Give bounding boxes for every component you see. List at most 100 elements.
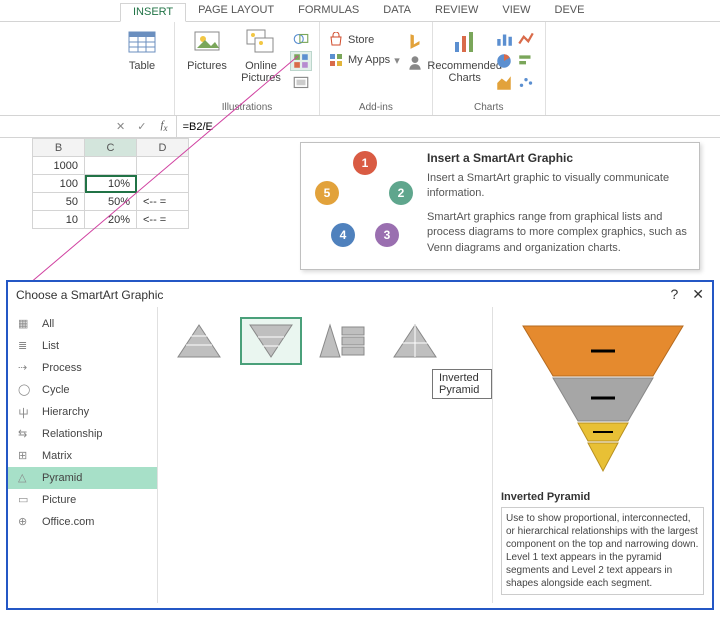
category-relationship[interactable]: ⇆Relationship [8,423,157,445]
pictures-button[interactable]: Pictures [183,26,231,72]
group-illustrations: Pictures Online Pictures Illustrations [175,22,320,115]
formula-input[interactable] [176,116,720,137]
group-tables-label [118,100,166,113]
recommended-charts-button[interactable]: Recommended Charts [441,26,489,84]
line-chart-icon[interactable] [517,30,535,48]
scatter-chart-icon[interactable] [517,74,535,92]
online-pictures-label: Online Pictures [241,60,281,84]
tab-data[interactable]: DATA [371,2,423,21]
category-cycle[interactable]: ◯Cycle [8,379,157,401]
group-tables: Table [110,22,175,115]
col-header[interactable]: B [33,139,85,157]
category-all[interactable]: ▦All [8,313,157,335]
col-header[interactable]: C [85,139,137,157]
ribbon-tabs: INSERT PAGE LAYOUT FORMULAS DATA REVIEW … [0,0,720,22]
people-icon[interactable] [406,54,424,72]
category-icon: ▭ [18,493,34,507]
tooltip-desc: Insert a SmartArt graphic to visually co… [427,171,691,202]
tab-developer[interactable]: DEVE [543,2,597,21]
category-icon: ≣ [18,339,34,353]
gallery-item-inverted-pyramid[interactable] [240,317,302,365]
table-label: Table [129,60,155,72]
group-charts-label: Charts [441,100,537,113]
category-picture[interactable]: ▭Picture [8,489,157,511]
tab-insert[interactable]: INSERT [120,3,186,22]
category-icon: ⼬ [18,405,34,419]
cell[interactable]: 10 [33,211,85,229]
accept-icon[interactable]: ✓ [131,120,152,133]
help-button[interactable]: ? [670,286,678,303]
gallery-tooltip: Inverted Pyramid [432,369,492,399]
tab-formulas[interactable]: FORMULAS [286,2,371,21]
category-icon: ◯ [18,383,34,397]
column-chart-icon[interactable] [495,30,513,48]
cell[interactable]: 10% [85,175,137,193]
category-icon: △ [18,471,34,485]
dialog-titlebar: Choose a SmartArt Graphic ? ✕ [8,282,712,307]
dialog-title: Choose a SmartArt Graphic [16,288,163,302]
gallery-item-pyramid-list[interactable] [312,317,374,365]
smartart-tooltip: 12345 Insert a SmartArt Graphic Insert a… [300,142,700,270]
tab-view[interactable]: VIEW [490,2,542,21]
close-button[interactable]: ✕ [692,286,704,303]
col-header[interactable]: D [137,139,189,157]
cycle-node: 3 [375,223,399,247]
cell[interactable]: 1000 [33,157,85,175]
tooltip-graphic: 12345 [309,151,419,261]
cancel-icon[interactable]: ✕ [110,120,131,133]
group-charts: Recommended Charts Charts [433,22,546,115]
cycle-node: 5 [315,181,339,205]
cell[interactable] [137,157,189,175]
cell[interactable]: 50 [33,193,85,211]
category-icon: ▦ [18,317,34,331]
shapes-icon[interactable] [291,30,311,48]
category-list: ▦All≣List⇢Process◯Cycle⼬Hierarchy⇆Relati… [8,307,158,603]
area-chart-icon[interactable] [495,74,513,92]
category-process[interactable]: ⇢Process [8,357,157,379]
cell[interactable]: 50% [85,193,137,211]
category-matrix[interactable]: ⊞Matrix [8,445,157,467]
formula-bar: ✕ ✓ fx [0,116,720,138]
gallery-item-segmented-pyramid[interactable] [384,317,446,365]
category-icon: ⇆ [18,427,34,441]
category-icon: ⇢ [18,361,34,375]
cell[interactable] [85,157,137,175]
myapps-button[interactable]: My Apps ▾ [328,52,400,68]
category-office-com[interactable]: ⊕Office.com [8,511,157,533]
smartart-icon[interactable] [291,52,311,70]
pie-chart-icon[interactable] [495,52,513,70]
category-list[interactable]: ≣List [8,335,157,357]
store-button[interactable]: Store [328,32,400,48]
bing-icon[interactable] [406,32,424,50]
preview-pane: Inverted Pyramid Use to show proportiona… [492,307,712,603]
rec-charts-label: Recommended Charts [427,60,502,84]
category-icon: ⊕ [18,515,34,529]
category-icon: ⊞ [18,449,34,463]
cell[interactable]: 100 [33,175,85,193]
tooltip-desc: SmartArt graphics range from graphical l… [427,210,691,256]
cell-grid[interactable]: BCD 1000 10010% 5050%<-- = 1020%<-- = [32,138,189,229]
cell[interactable] [137,175,189,193]
gallery-item-pyramid[interactable] [168,317,230,365]
fx-icon[interactable]: fx [152,119,175,133]
group-illustrations-label: Illustrations [183,100,311,113]
tooltip-title: Insert a SmartArt Graphic [427,151,691,165]
ribbon: Table Pictures Online Pictures Illustrat… [0,22,720,116]
preview-title: Inverted Pyramid [501,491,704,503]
tab-review[interactable]: REVIEW [423,2,490,21]
preview-desc: Use to show proportional, interconnected… [501,507,704,595]
table-button[interactable]: Table [118,26,166,72]
cycle-node: 2 [389,181,413,205]
bar-chart-icon[interactable] [517,52,535,70]
gallery: Inverted Pyramid [158,307,492,603]
cell[interactable]: <-- = [137,193,189,211]
category-pyramid[interactable]: △Pyramid [8,467,157,489]
cell[interactable]: <-- = [137,211,189,229]
category-hierarchy[interactable]: ⼬Hierarchy [8,401,157,423]
online-pictures-button[interactable]: Online Pictures [237,26,285,84]
group-addins-label: Add-ins [328,100,424,113]
tab-page-layout[interactable]: PAGE LAYOUT [186,2,286,21]
pictures-label: Pictures [187,60,227,72]
screenshot-icon[interactable] [291,74,311,92]
cell[interactable]: 20% [85,211,137,229]
